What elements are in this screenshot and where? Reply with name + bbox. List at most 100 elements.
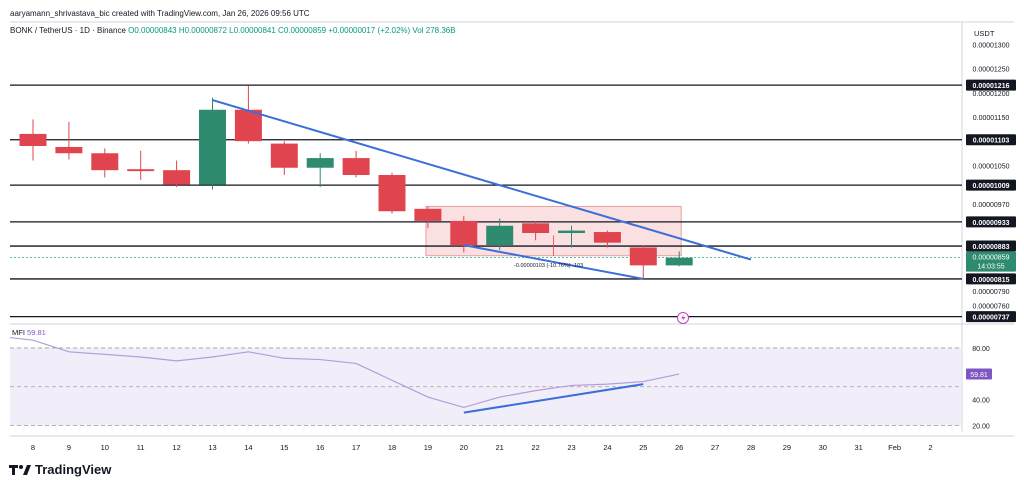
mfi-legend: MFI 59.81 [12,328,46,337]
measure-label: -0.00000103 (-10.76%) -103 [514,263,583,269]
candle [234,85,262,144]
key-level-label: 0.00000737 [966,311,1016,323]
key-level-label-bg [966,240,1016,252]
tradingview-logo[interactable]: TradingView [9,462,111,477]
price-tick-label: 0.00001250 [973,67,1010,74]
candle-body [270,143,298,168]
candle [378,172,406,214]
mfi-pane [9,336,962,426]
current-price-label-bg [966,251,1016,272]
mfi-value-label: 59.81 [966,368,992,380]
time-tick-label: 24 [603,443,611,452]
candle-body [19,133,47,146]
ohlc-values: O0.00000843 H0.00000872 L0.00000841 C0.0… [128,26,411,35]
price-pane: -0.00000103 (-10.76%) -103 [10,21,1014,432]
key-level-label-text: 0.00001103 [973,138,1010,145]
key-level-label: 0.00001009 [966,179,1016,191]
key-level-label-bg [966,79,1016,91]
time-tick-label: 22 [531,443,539,452]
candle [593,230,621,248]
time-tick-label: 20 [460,443,468,452]
time-tick-label: 23 [567,443,575,452]
key-level-label-bg [966,134,1016,146]
candle [342,150,370,178]
current-price-label: 0.00000859 14:03:55 [966,251,1016,272]
candle [450,216,478,253]
candle-body [306,158,334,168]
candle [163,160,191,188]
candle-body [163,170,191,185]
mfi-tick-label: 80.00 [972,346,990,353]
candle-body [378,175,406,212]
candle [91,148,119,178]
time-tick-label: 19 [424,443,432,452]
current-price-countdown: 14:03:55 [977,264,1004,271]
candle [127,150,155,180]
mfi-trend-line [463,383,644,414]
price-axis: 0.00001216 0.00001103 0.00001009 0.00000933… [966,29,1016,431]
time-tick-label: 11 [137,443,145,452]
candle [306,153,334,188]
candle-body [342,158,370,175]
key-level-label: 0.00001103 [966,134,1016,146]
price-tick-label: 0.00001200 [973,91,1010,98]
time-tick-label: 21 [496,443,504,452]
candle-body [234,109,262,142]
time-tick-label: 12 [172,443,180,452]
mfi-tick-label: 40.00 [972,398,990,405]
candle-body [629,247,657,266]
tradingview-logo-text: TradingView [35,462,112,477]
key-level-label-bg [966,179,1016,191]
time-tick-label: 14 [244,443,252,452]
time-tick-label: 16 [316,443,324,452]
candle-body [450,220,478,246]
mfi-value-label-text: 59.81 [970,372,988,379]
price-tick-label: 0.00000760 [973,304,1010,311]
trend-line [463,244,644,280]
candle-body [127,169,155,172]
mfi-legend-name: MFI [12,328,25,337]
time-tick-label: 2 [928,443,932,452]
candle [19,119,47,161]
candle [629,245,657,279]
candle [55,121,83,160]
time-tick-label: 17 [352,443,360,452]
candle [199,97,226,190]
candle [270,141,298,175]
key-level-label-text: 0.00000933 [973,220,1010,227]
candle [665,251,693,267]
event-marker-bolt [681,314,686,322]
key-level-label: 0.00000933 [966,216,1016,228]
price-tick-label: 0.00000790 [973,289,1010,296]
key-level-label: 0.00001216 [966,79,1016,91]
price-tick-label: 0.00001050 [973,163,1010,170]
candle [414,206,442,229]
time-tick-label: 26 [675,443,683,452]
key-level-label-text: 0.00001009 [973,183,1010,190]
candle [522,220,550,241]
time-tick-label: 10 [101,443,109,452]
candle [558,225,585,248]
time-tick-label: 27 [711,443,719,452]
price-tick-label: 0.00000970 [973,202,1010,209]
key-level-label-text: 0.00000815 [973,277,1010,284]
key-level-label-text: 0.00000883 [973,244,1010,251]
time-tick-label: Feb [888,443,901,452]
candle [486,218,514,250]
candle-body [558,230,585,233]
time-tick-label: 29 [783,443,791,452]
time-axis: 8 9 10 11 12 13 14 15 16 17 18 19 20 21 22 23 24 25 26 27 28… [10,435,1014,452]
currency-label: USDT [974,29,995,38]
symbol-legend: BONK / TetherUS · 1D · Binance O0.000008… [10,26,456,35]
key-level-label-text: 0.00001216 [973,83,1010,90]
time-tick-label: 30 [819,443,827,452]
candle-body [199,109,226,185]
symbol-name[interactable]: BONK / TetherUS · 1D · Binance [10,26,126,35]
time-tick-label: 31 [855,443,863,452]
time-tick-label: 13 [208,443,216,452]
price-tick-label: 0.00001300 [973,43,1010,50]
key-level-label-bg [966,273,1016,285]
mfi-tick-label: 20.00 [972,424,990,431]
time-tick-label: 25 [639,443,647,452]
